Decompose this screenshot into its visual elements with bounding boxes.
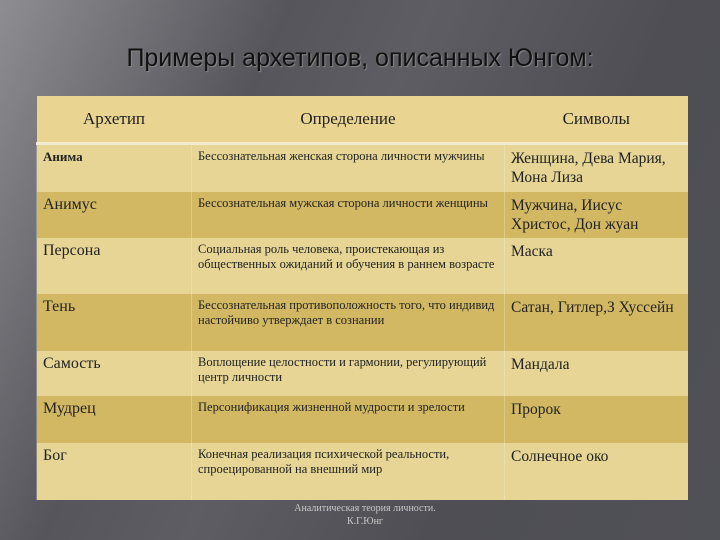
table-row: Персона Социальная роль человека, происте… [36, 237, 688, 294]
archetype-cell: Мудрец [36, 395, 192, 443]
definition-cell: Бессознательная женская сторона личности… [191, 143, 505, 192]
archetypes-table: Архетип Определение Символы Анима Бессозн… [36, 96, 688, 500]
symbols-cell: Маска [504, 237, 688, 294]
archetype-cell: Анима [36, 143, 192, 192]
symbols-cell: Пророк [504, 395, 688, 443]
table-row: Бог Конечная реализация психической реаль… [36, 442, 688, 500]
header-definition: Определение [191, 96, 505, 145]
definition-cell: Персонификация жизненной мудрости и зрел… [191, 395, 505, 443]
header-symbols: Символы [504, 96, 688, 145]
table-row: Анимус Бессознательная мужская сторона ли… [36, 191, 688, 238]
symbols-cell: Мандала [504, 350, 688, 396]
definition-cell: Воплощение целостности и гармонии, регул… [191, 350, 505, 396]
footer: Аналитическая теория личности. К.Г.Юнг [270, 502, 460, 528]
slide-title: Примеры архетипов, описанных Юнгом: [126, 44, 594, 72]
table-row: Тень Бессознательная противоположность то… [36, 293, 688, 351]
archetype-cell: Бог [36, 442, 192, 500]
definition-cell: Бессознательная противоположность того, … [191, 293, 505, 351]
table-row: Анима Бессознательная женская сторона лич… [36, 143, 688, 192]
header-archetype: Архетип [36, 96, 192, 145]
symbols-cell: Мужчина, Иисус Христос, Дон жуан [504, 191, 688, 238]
symbols-cell: Женщина, Дева Мария, Мона Лиза [504, 143, 688, 192]
archetype-cell: Персона [36, 237, 192, 294]
archetype-cell: Самость [36, 350, 192, 396]
symbols-cell: Сатан, Гитлер,З Хуссейн [504, 293, 688, 351]
footer-line1: Аналитическая теория личности. [294, 503, 436, 514]
archetype-cell: Тень [36, 293, 192, 351]
table-header: Архетип Определение Символы [36, 96, 688, 145]
definition-cell: Бессознательная мужская сторона личности… [191, 191, 505, 238]
archetype-cell: Анимус [36, 191, 192, 238]
symbols-cell: Солнечное око [504, 442, 688, 500]
table-row: Мудрец Персонификация жизненной мудрости … [36, 395, 688, 443]
definition-cell: Социальная роль человека, проистекающая … [191, 237, 505, 294]
footer-line2: К.Г.Юнг [346, 516, 384, 527]
table-row: Самость Воплощение целостности и гармонии… [36, 350, 688, 396]
definition-cell: Конечная реализация психической реальнос… [191, 442, 505, 500]
